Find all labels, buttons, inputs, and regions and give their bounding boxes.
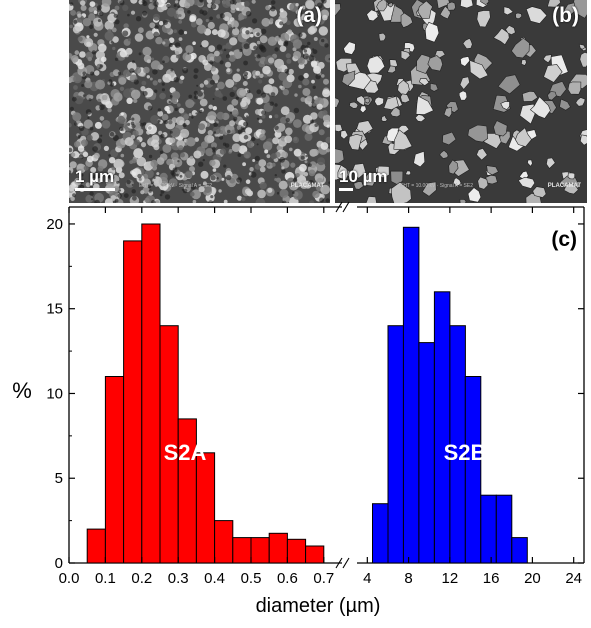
y-tick-label: 10 xyxy=(46,385,63,402)
s2a-bar xyxy=(195,452,216,564)
sem-texture-b xyxy=(335,0,587,203)
s2b-bar xyxy=(418,342,435,564)
s2b-bar xyxy=(464,376,482,564)
s2b-bar xyxy=(372,503,389,564)
x-tick-label: 0.5 xyxy=(241,570,262,587)
brand-label-b: PLACAMAT xyxy=(547,183,581,189)
x-tick-label: 4 xyxy=(363,570,371,587)
s2b-bar xyxy=(495,494,513,564)
s2a-bar xyxy=(268,532,288,564)
sem-meta-a: EHT = 10.00 kV · Signal A = SE2 xyxy=(139,183,213,189)
s2a-bar xyxy=(286,538,307,564)
sem-image-b: (b) 10 µm EHT = 10.00 kV · Signal A = SE… xyxy=(335,0,587,203)
panel-label-a: (a) xyxy=(296,4,322,27)
panel-label-c: (c) xyxy=(551,228,577,251)
s2a-bar xyxy=(305,545,325,564)
x-tick-label: 0.0 xyxy=(59,570,80,587)
s2a-bar xyxy=(123,240,143,564)
sem-image-a: (a) 1 µm EHT = 10.00 kV · Signal A = SE2… xyxy=(69,0,330,203)
x-tick-label: 0.7 xyxy=(313,570,334,587)
x-tick-label: 0.6 xyxy=(277,570,298,587)
x-axis-label: diameter (µm) xyxy=(256,595,381,617)
s2a-bar xyxy=(250,537,270,564)
scale-label-a: 1 µm xyxy=(75,167,115,186)
s2a-bar xyxy=(141,223,161,564)
axis-break-mark xyxy=(335,557,343,569)
s2b-bar xyxy=(480,494,497,564)
sem-meta-b: EHT = 10.00 kV · Signal A = SE2 xyxy=(400,183,474,189)
x-tick-label: 20 xyxy=(524,570,541,587)
scale-label-b: 10 µm xyxy=(339,167,388,186)
series-label-s2b: S2B xyxy=(444,440,487,465)
brand-label-a: PLACAMAT xyxy=(290,183,324,189)
s2b-bar xyxy=(387,325,404,564)
s2b-bar xyxy=(433,291,451,564)
x-tick-label: 0.4 xyxy=(204,570,225,587)
y-tick-label: 0 xyxy=(55,555,63,572)
y-axis-label: % xyxy=(12,378,32,403)
axis-break-mark xyxy=(342,201,350,213)
y-tick-label: 15 xyxy=(46,301,63,318)
s2a-bar xyxy=(86,528,106,564)
s2a-bar xyxy=(214,520,234,564)
axis-break-mark xyxy=(342,557,350,569)
axis-break-mark xyxy=(335,201,343,213)
s2a-bar xyxy=(104,376,125,564)
x-tick-label: 16 xyxy=(483,570,500,587)
s2b-bar xyxy=(402,226,420,564)
series-label-s2a: S2A xyxy=(164,440,207,465)
x-tick-label: 0.1 xyxy=(95,570,116,587)
x-tick-label: 0.2 xyxy=(131,570,152,587)
y-tick-label: 20 xyxy=(46,216,63,233)
s2a-bar xyxy=(232,537,252,564)
x-tick-label: 0.3 xyxy=(168,570,189,587)
scale-bar-b xyxy=(339,188,353,191)
x-tick-label: 24 xyxy=(565,570,582,587)
sem-texture-a xyxy=(69,0,330,203)
y-tick-label: 5 xyxy=(55,470,63,487)
scale-bar-a xyxy=(75,188,115,191)
x-tick-label: 8 xyxy=(404,570,412,587)
panel-label-b: (b) xyxy=(552,4,579,27)
x-tick-label: 12 xyxy=(442,570,459,587)
s2b-bar xyxy=(511,537,528,564)
